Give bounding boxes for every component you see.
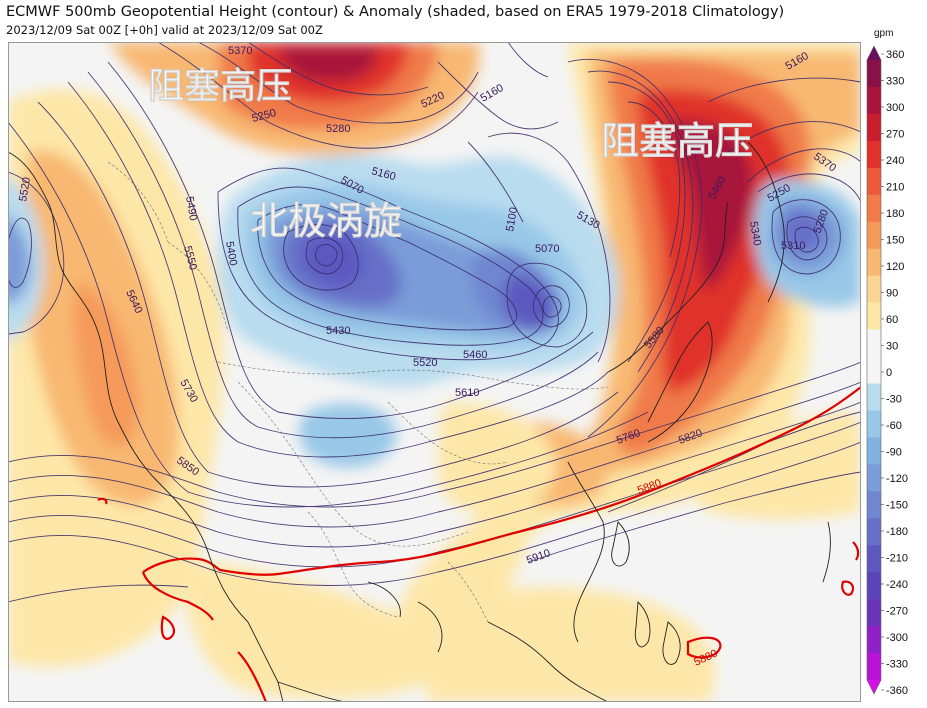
- colorbar-tick-label: -30: [886, 394, 902, 406]
- blocking-high-label-left: 阻塞高压: [148, 66, 292, 107]
- contour-label: 5370: [228, 45, 252, 57]
- height-contours: [8, 42, 861, 603]
- contour-label: 5520: [17, 176, 33, 202]
- colorbar-cell: [867, 545, 881, 573]
- colorbar-tick-label: -270: [886, 606, 908, 618]
- contour-label: 5430: [326, 325, 350, 337]
- colorbar-cell: [867, 599, 881, 627]
- colorbar-tick-label: 0: [886, 367, 892, 379]
- colorbar-tick-label: 180: [886, 208, 904, 220]
- blocking-high-label-right: 阻塞高压: [601, 119, 753, 163]
- contour-label: 5460: [463, 349, 487, 361]
- contour-label: 5610: [455, 387, 479, 399]
- colorbar-tick-label: 60: [886, 314, 898, 326]
- colorbar-tick-label: 330: [886, 76, 904, 88]
- colorbar-cell: [867, 275, 881, 304]
- colorbar-tick-label: -360: [886, 685, 908, 697]
- contour-label: 5070: [535, 243, 559, 255]
- colorbar-tick-label: -300: [886, 632, 908, 644]
- colorbar-tick-label: -90: [886, 447, 902, 459]
- colorbar-cell: [867, 356, 881, 384]
- contour-label: 5100: [504, 206, 520, 232]
- colorbar-cell: [867, 518, 881, 546]
- colorbar-cell: [867, 383, 881, 411]
- colorbar-tick-label: 120: [886, 261, 904, 273]
- colorbar-cell: [867, 194, 881, 223]
- colorbar-tick-label: -150: [886, 500, 908, 512]
- colorbar-tick-label: -180: [886, 526, 908, 538]
- contour-label: 5310: [781, 240, 805, 252]
- colorbar-tick-label: -60: [886, 420, 902, 432]
- contour-label: 5340: [747, 220, 763, 246]
- colorbar-tick-label: -330: [886, 659, 908, 671]
- colorbar-cell: [867, 572, 881, 600]
- colorbar-outline: [866, 45, 882, 695]
- colorbar-tick-label: 360: [886, 49, 904, 61]
- colorbar-cell: [867, 60, 881, 88]
- colorbar-cell: [867, 437, 881, 465]
- colorbar-cell: [867, 248, 881, 277]
- polar-vortex-label: 北极涡旋: [250, 199, 402, 243]
- map-title: ECMWF 500mb Geopotential Height (contour…: [6, 4, 785, 20]
- coastlines: [8, 141, 831, 702]
- colorbar-cell: [867, 113, 881, 142]
- colorbar-ticks: 3603303002702402101801501209060300-30-60…: [881, 49, 908, 697]
- colorbar-tick-label: 150: [886, 235, 904, 247]
- colorbar-unit: gpm: [874, 30, 893, 39]
- colorbar-tick-label: -120: [886, 473, 908, 485]
- colorbar-cell: [867, 221, 881, 250]
- map-subtitle: 2023/12/09 Sat 00Z [+0h] valid at 2023/1…: [6, 23, 323, 37]
- contour-label: 5520: [413, 357, 437, 369]
- country-borders: [107, 161, 609, 623]
- colorbar-cells: [866, 45, 882, 695]
- colorbar-tick-label: 270: [886, 129, 904, 141]
- colorbar-cell: [867, 167, 881, 196]
- contour-label: 5400: [223, 240, 239, 266]
- colorbar-tick-label: 210: [886, 182, 904, 194]
- anomaly-shading: [8, 42, 861, 702]
- colorbar-cell: [867, 491, 881, 519]
- colorbar-cell: [867, 680, 881, 694]
- colorbar-cell: [867, 86, 881, 115]
- colorbar-cell: [867, 626, 881, 654]
- 5880-contour: [97, 386, 861, 702]
- map-frame: [8, 42, 861, 702]
- colorbar-tick-label: -240: [886, 579, 908, 591]
- anomaly-map: 5370 5250 5220 5160 5280 5160 5070 5490 …: [8, 42, 861, 702]
- colorbar-cell: [867, 410, 881, 438]
- colorbar-cell: [867, 653, 881, 681]
- colorbar-tick-label: 240: [886, 155, 904, 167]
- colorbar: gpm 3603303002702402101801501209060300-3…: [866, 30, 908, 697]
- colorbar-cell: [867, 140, 881, 169]
- contour-label: 5280: [326, 123, 350, 135]
- colorbar-cell: [867, 464, 881, 492]
- colorbar-tick-label: 300: [886, 102, 904, 114]
- colorbar-cell: [867, 329, 881, 358]
- colorbar-cell: [867, 46, 881, 60]
- colorbar-cell: [867, 302, 881, 331]
- colorbar-tick-label: 30: [886, 341, 898, 353]
- colorbar-tick-label: 90: [886, 288, 898, 300]
- contour-label: 5490: [183, 195, 199, 221]
- colorbar-tick-label: -210: [886, 553, 908, 565]
